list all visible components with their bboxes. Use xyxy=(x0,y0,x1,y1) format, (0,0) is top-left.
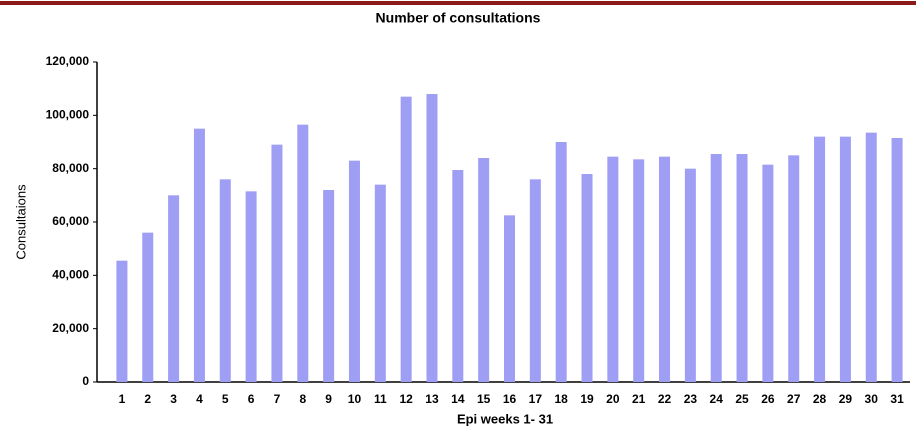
bar xyxy=(684,168,696,382)
x-tick-label: 23 xyxy=(684,392,698,406)
bar xyxy=(323,190,335,382)
y-tick-label: 100,000 xyxy=(46,108,90,122)
x-tick-label: 21 xyxy=(632,392,646,406)
x-tick-label: 9 xyxy=(325,392,332,406)
x-tick-label: 13 xyxy=(425,392,439,406)
x-tick-label: 24 xyxy=(710,392,724,406)
bar xyxy=(452,170,464,382)
bar xyxy=(814,136,826,382)
y-tick-label: 120,000 xyxy=(46,54,90,68)
bar xyxy=(762,164,774,382)
x-tick-label: 22 xyxy=(658,392,672,406)
x-tick-label: 10 xyxy=(348,392,362,406)
bar xyxy=(710,154,722,382)
x-tick-label: 16 xyxy=(503,392,517,406)
bar xyxy=(891,138,903,382)
x-tick-label: 30 xyxy=(865,392,879,406)
bar xyxy=(271,144,283,382)
x-tick-label: 31 xyxy=(890,392,904,406)
x-tick-label: 5 xyxy=(222,392,229,406)
bar xyxy=(839,136,851,382)
bar xyxy=(865,132,877,382)
y-tick-label: 80,000 xyxy=(52,161,89,175)
x-tick-label: 7 xyxy=(274,392,281,406)
bar xyxy=(219,179,231,382)
x-tick-label: 6 xyxy=(248,392,255,406)
top-rule xyxy=(0,1,916,5)
x-tick-label: 18 xyxy=(554,392,568,406)
y-tick-label: 60,000 xyxy=(52,214,89,228)
x-tick-label: 2 xyxy=(144,392,151,406)
x-tick-label: 19 xyxy=(580,392,594,406)
bar xyxy=(478,158,490,382)
x-tick-label: 28 xyxy=(813,392,827,406)
x-axis-label: Epi weeks 1- 31 xyxy=(457,411,553,426)
x-tick-label: 4 xyxy=(196,392,203,406)
x-tick-label: 17 xyxy=(529,392,543,406)
bar xyxy=(142,232,154,382)
y-tick-label: 0 xyxy=(82,374,89,388)
x-tick-label: 27 xyxy=(787,392,801,406)
bar xyxy=(529,179,541,382)
x-tick-label: 20 xyxy=(606,392,620,406)
bar xyxy=(297,124,309,383)
x-tick-label: 12 xyxy=(399,392,413,406)
bar xyxy=(116,260,128,382)
y-tick-label: 40,000 xyxy=(52,268,89,282)
bar xyxy=(504,215,515,382)
bar xyxy=(426,94,438,382)
x-tick-label: 14 xyxy=(451,392,465,406)
bar xyxy=(374,184,386,382)
bar xyxy=(659,156,671,382)
x-tick-label: 29 xyxy=(839,392,853,406)
bar xyxy=(555,142,567,382)
x-tick-label: 11 xyxy=(374,392,387,406)
y-axis-label: Consultaions xyxy=(13,184,28,260)
bar xyxy=(168,195,180,382)
y-tick-label: 20,000 xyxy=(52,321,89,335)
bar xyxy=(607,156,619,382)
x-tick-label: 26 xyxy=(761,392,775,406)
bar xyxy=(193,128,205,382)
bar xyxy=(633,159,645,382)
bar xyxy=(400,96,412,383)
bar xyxy=(736,154,748,382)
bar xyxy=(245,191,257,382)
x-tick-label: 8 xyxy=(299,392,306,406)
x-tick-label: 15 xyxy=(477,392,491,406)
bar xyxy=(788,155,800,382)
bar xyxy=(581,174,593,382)
x-tick-label: 3 xyxy=(170,392,177,406)
bar xyxy=(348,160,360,382)
chart-title: Number of consultations xyxy=(376,10,541,26)
x-tick-label: 25 xyxy=(735,392,749,406)
x-tick-label: 1 xyxy=(119,392,126,406)
